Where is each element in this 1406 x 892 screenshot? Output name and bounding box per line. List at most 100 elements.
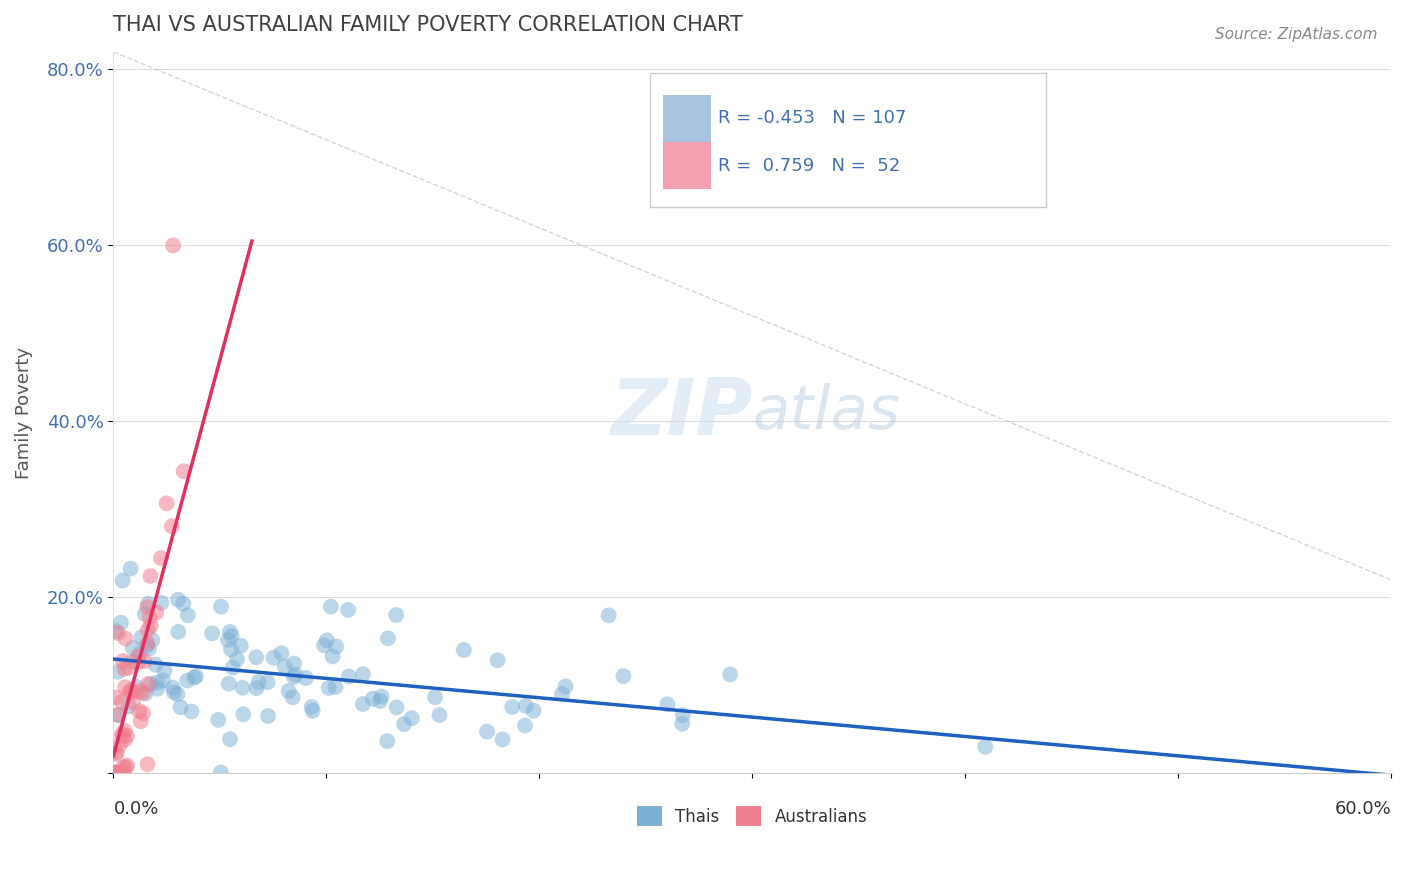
Point bbox=[107, 626, 129, 640]
Point bbox=[132, 686, 155, 700]
FancyBboxPatch shape bbox=[650, 73, 1046, 207]
Point bbox=[377, 632, 399, 646]
Point bbox=[173, 464, 195, 478]
Point bbox=[136, 636, 159, 650]
Point bbox=[375, 734, 398, 748]
Point bbox=[325, 640, 347, 654]
Point bbox=[138, 641, 160, 656]
Point bbox=[145, 605, 167, 619]
Point bbox=[319, 599, 342, 614]
Point bbox=[162, 681, 184, 695]
Point bbox=[121, 695, 143, 709]
Point bbox=[217, 633, 239, 648]
Point bbox=[256, 675, 278, 690]
Point bbox=[218, 677, 240, 691]
Point bbox=[475, 724, 498, 739]
Y-axis label: Family Poverty: Family Poverty bbox=[15, 347, 32, 479]
Point bbox=[122, 686, 145, 700]
Point bbox=[115, 729, 138, 743]
Point bbox=[162, 238, 184, 252]
FancyBboxPatch shape bbox=[662, 95, 711, 142]
Point bbox=[263, 650, 285, 665]
Point bbox=[245, 650, 267, 665]
Point bbox=[281, 690, 304, 705]
Point bbox=[207, 713, 229, 727]
Point bbox=[337, 603, 360, 617]
Point bbox=[138, 611, 160, 625]
Point bbox=[129, 684, 152, 698]
Point bbox=[111, 695, 134, 709]
Point bbox=[226, 652, 249, 666]
Legend: Thais, Australians: Thais, Australians bbox=[637, 806, 868, 826]
Point bbox=[139, 618, 162, 632]
Point bbox=[491, 732, 513, 747]
Point bbox=[107, 665, 129, 679]
Point bbox=[325, 680, 347, 694]
Point bbox=[128, 647, 150, 661]
Point bbox=[136, 677, 159, 691]
Point bbox=[115, 758, 138, 772]
Point bbox=[112, 662, 135, 676]
Point bbox=[361, 691, 384, 706]
Point bbox=[129, 714, 152, 728]
Point bbox=[118, 685, 141, 699]
Point bbox=[312, 638, 335, 652]
Point bbox=[177, 608, 200, 623]
Point bbox=[105, 745, 128, 759]
Point bbox=[672, 708, 695, 723]
Point bbox=[146, 681, 169, 696]
Point bbox=[301, 700, 323, 714]
Point bbox=[121, 640, 143, 655]
Point bbox=[167, 592, 190, 607]
Point bbox=[219, 624, 242, 639]
Text: atlas: atlas bbox=[752, 384, 900, 442]
Point bbox=[136, 600, 159, 615]
Point bbox=[136, 623, 159, 637]
Point bbox=[232, 707, 254, 722]
Point bbox=[352, 667, 374, 681]
Point bbox=[134, 687, 156, 701]
Point bbox=[429, 708, 451, 723]
Point bbox=[167, 624, 190, 639]
Point bbox=[145, 657, 167, 672]
Text: 0.0%: 0.0% bbox=[114, 800, 159, 818]
Point bbox=[132, 706, 155, 721]
Point bbox=[163, 685, 186, 699]
Point bbox=[180, 705, 202, 719]
Point bbox=[153, 664, 176, 678]
Point bbox=[219, 642, 242, 657]
Point bbox=[107, 707, 129, 722]
Point bbox=[284, 667, 307, 681]
Point bbox=[146, 675, 169, 690]
Point bbox=[501, 700, 523, 714]
Point bbox=[135, 639, 157, 653]
Point bbox=[515, 698, 537, 713]
FancyBboxPatch shape bbox=[662, 142, 711, 189]
Point bbox=[120, 683, 142, 698]
Point bbox=[671, 716, 693, 731]
Point bbox=[134, 654, 156, 668]
Point bbox=[486, 653, 509, 667]
Point bbox=[270, 646, 292, 660]
Point bbox=[114, 680, 136, 694]
Point bbox=[201, 626, 224, 640]
Point bbox=[522, 704, 544, 718]
Point bbox=[274, 659, 297, 673]
Point bbox=[136, 757, 159, 772]
Point bbox=[128, 704, 150, 718]
Point bbox=[209, 599, 232, 614]
Point bbox=[114, 732, 136, 747]
Point bbox=[107, 765, 129, 780]
Point bbox=[112, 654, 135, 668]
Point bbox=[392, 717, 415, 731]
Point bbox=[184, 669, 207, 683]
Point bbox=[111, 765, 134, 780]
Point bbox=[612, 669, 634, 683]
Point bbox=[111, 729, 134, 743]
Point bbox=[318, 681, 340, 695]
Point bbox=[114, 724, 136, 739]
Point bbox=[657, 698, 679, 712]
Point bbox=[229, 639, 252, 653]
Point bbox=[219, 732, 242, 747]
Point bbox=[139, 569, 162, 583]
